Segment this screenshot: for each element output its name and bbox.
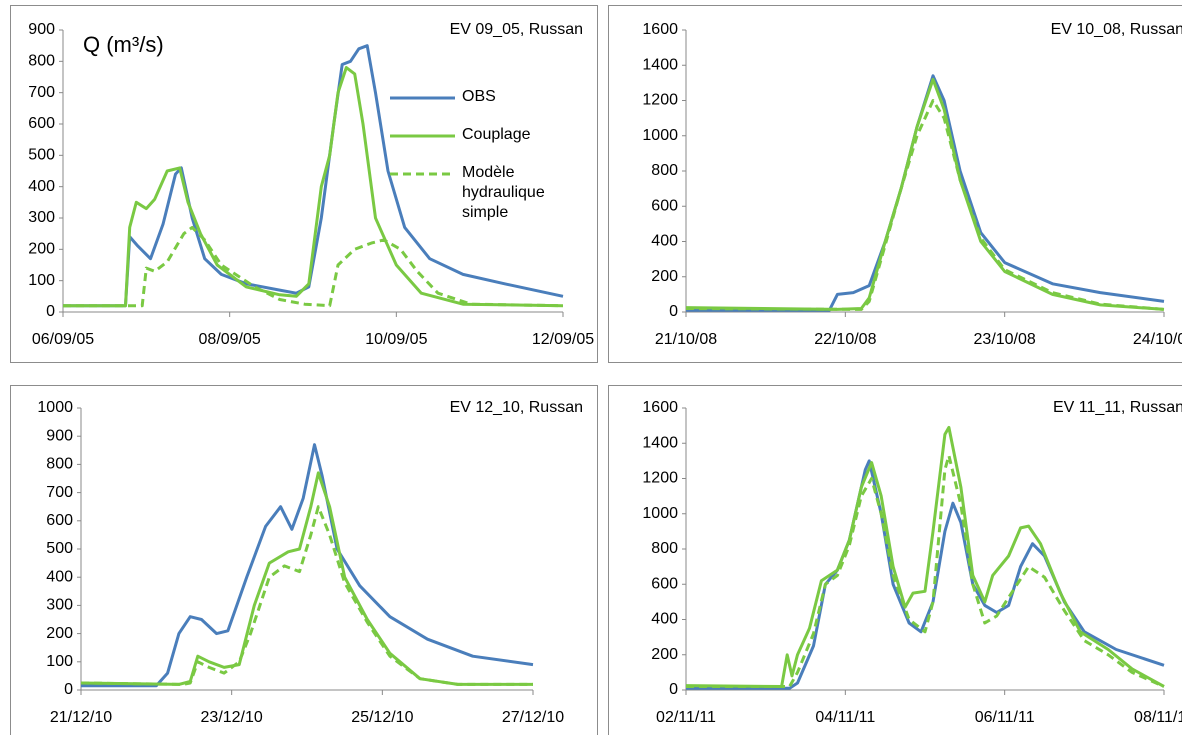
x-tick-label: 22/10/08 (814, 331, 876, 348)
panel-title: EV 11_11, Russan (1053, 399, 1182, 416)
series-line (686, 459, 1165, 690)
y-tick-label: 400 (46, 568, 73, 585)
y-axis-label: Q (m³/s) (83, 32, 164, 57)
panel-title: EV 12_10, Russan (450, 399, 583, 416)
y-tick-label: 1400 (642, 56, 678, 73)
y-tick-label: 600 (46, 512, 73, 529)
y-tick-label: 0 (46, 303, 55, 320)
y-tick-label: 300 (46, 597, 73, 614)
y-tick-label: 700 (46, 484, 73, 501)
x-tick-label: 06/09/05 (32, 331, 94, 348)
y-tick-label: 1400 (642, 434, 678, 451)
series-line (63, 225, 564, 308)
y-tick-label: 0 (669, 681, 678, 698)
y-tick-label: 500 (46, 540, 73, 557)
series-line (81, 443, 534, 688)
x-tick-label: 21/12/10 (50, 709, 112, 726)
panel-frame (10, 5, 598, 363)
y-tick-label: 400 (28, 178, 55, 195)
y-tick-label: 200 (651, 268, 678, 285)
x-tick-label: 08/11/11 (1134, 709, 1182, 726)
legend-item: OBS (462, 88, 496, 105)
y-tick-label: 1000 (642, 505, 678, 522)
x-tick-label: 24/10/08 (1133, 331, 1182, 348)
x-tick-label: 23/12/10 (201, 709, 263, 726)
x-tick-label: 10/09/05 (365, 331, 427, 348)
series-line (63, 66, 564, 308)
y-tick-label: 200 (28, 241, 55, 258)
y-tick-label: 100 (28, 272, 55, 289)
x-tick-label: 12/09/05 (532, 331, 594, 348)
x-tick-label: 21/10/08 (655, 331, 717, 348)
y-tick-label: 1600 (642, 21, 678, 38)
series-line (686, 454, 1165, 688)
panel-title: EV 10_08, Russan (1051, 21, 1182, 38)
y-tick-label: 800 (46, 456, 73, 473)
x-tick-label: 25/12/10 (351, 709, 413, 726)
y-tick-label: 1000 (37, 399, 73, 416)
y-tick-label: 1600 (642, 399, 678, 416)
y-tick-label: 1200 (642, 92, 678, 109)
y-tick-label: 800 (651, 540, 678, 557)
legend-label: Modèle hydraulique simple (462, 164, 545, 221)
y-tick-label: 400 (651, 611, 678, 628)
y-tick-label: 1200 (642, 470, 678, 487)
panel-title: EV 09_05, Russan (450, 21, 583, 38)
y-tick-label: 300 (28, 209, 55, 226)
y-tick-label: 800 (28, 53, 55, 70)
y-tick-label: 200 (46, 625, 73, 642)
legend-item: Modèle hydraulique simple (462, 164, 545, 221)
x-tick-label: 06/11/11 (975, 709, 1035, 726)
legend-item: Couplage (462, 126, 531, 143)
y-tick-label: 900 (28, 21, 55, 38)
panel-frame (608, 5, 1182, 363)
series-line (80, 471, 533, 686)
y-tick-label: 1000 (642, 127, 678, 144)
y-tick-label: 900 (46, 427, 73, 444)
y-tick-label: 200 (651, 646, 678, 663)
x-tick-label: 23/10/08 (974, 331, 1036, 348)
series-line (80, 505, 533, 686)
y-tick-label: 600 (651, 575, 678, 592)
x-tick-label: 08/09/05 (199, 331, 261, 348)
y-tick-label: 500 (28, 147, 55, 164)
series-line (685, 425, 1165, 688)
y-tick-label: 600 (28, 115, 55, 132)
y-tick-label: 800 (651, 162, 678, 179)
y-tick-label: 0 (669, 303, 678, 320)
x-tick-label: 02/11/11 (656, 709, 716, 726)
panel-frame (10, 385, 598, 735)
series-line (685, 99, 1165, 311)
y-tick-label: 100 (46, 653, 73, 670)
y-tick-label: 700 (28, 84, 55, 101)
y-tick-label: 400 (651, 233, 678, 250)
x-tick-label: 04/11/11 (815, 709, 875, 726)
panel-frame (608, 385, 1182, 735)
y-tick-label: 600 (651, 197, 678, 214)
y-tick-label: 0 (64, 681, 73, 698)
x-tick-label: 27/12/10 (502, 709, 564, 726)
series-line (686, 74, 1165, 312)
legend-label: Couplage (462, 126, 531, 143)
series-line (685, 77, 1165, 311)
legend-label: OBS (462, 88, 496, 105)
